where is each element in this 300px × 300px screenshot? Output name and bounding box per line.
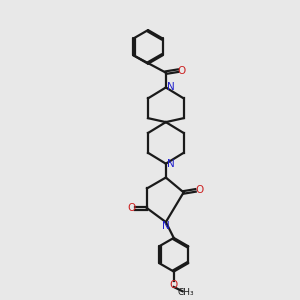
Text: O: O (169, 280, 178, 290)
Text: N: N (167, 82, 175, 92)
Text: O: O (128, 203, 136, 213)
Text: O: O (178, 66, 186, 76)
Text: N: N (162, 221, 170, 231)
Text: O: O (195, 185, 203, 195)
Text: N: N (167, 159, 175, 169)
Text: CH₃: CH₃ (178, 288, 194, 297)
